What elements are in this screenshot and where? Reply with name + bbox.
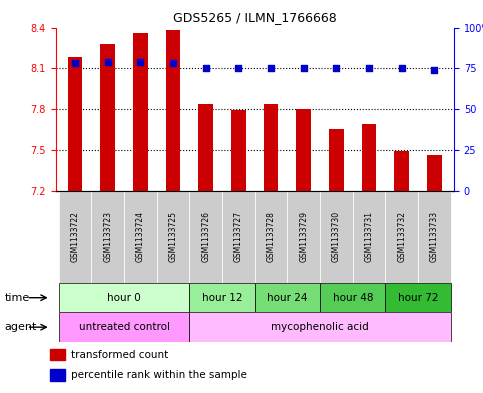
Bar xyxy=(222,191,255,283)
Text: hour 24: hour 24 xyxy=(267,293,308,303)
Bar xyxy=(68,57,83,191)
Bar xyxy=(427,155,442,191)
Point xyxy=(398,65,406,72)
Title: GDS5265 / ILMN_1766668: GDS5265 / ILMN_1766668 xyxy=(173,11,337,24)
Bar xyxy=(320,191,353,283)
Text: GSM1133732: GSM1133732 xyxy=(397,211,406,262)
Point xyxy=(267,65,275,72)
Text: GSM1133728: GSM1133728 xyxy=(267,211,276,262)
Text: agent: agent xyxy=(5,322,37,332)
Bar xyxy=(255,191,287,283)
Bar xyxy=(395,151,409,191)
Bar xyxy=(385,283,451,312)
Bar xyxy=(133,33,148,191)
Bar xyxy=(385,191,418,283)
Text: GSM1133724: GSM1133724 xyxy=(136,211,145,262)
Point xyxy=(202,65,210,72)
Bar xyxy=(264,104,279,191)
Bar xyxy=(157,191,189,283)
Bar xyxy=(297,109,311,191)
Text: time: time xyxy=(5,293,30,303)
Bar xyxy=(189,191,222,283)
Text: transformed count: transformed count xyxy=(71,350,168,360)
Text: GSM1133733: GSM1133733 xyxy=(430,211,439,263)
Bar xyxy=(418,191,451,283)
Text: GSM1133723: GSM1133723 xyxy=(103,211,113,262)
Bar xyxy=(59,191,91,283)
Text: GSM1133730: GSM1133730 xyxy=(332,211,341,263)
Bar xyxy=(91,191,124,283)
Bar xyxy=(50,369,65,381)
Bar xyxy=(189,312,451,342)
Point xyxy=(137,59,144,65)
Bar xyxy=(100,44,115,191)
Point xyxy=(365,65,373,72)
Text: hour 72: hour 72 xyxy=(398,293,439,303)
Text: GSM1133729: GSM1133729 xyxy=(299,211,308,262)
Text: GSM1133722: GSM1133722 xyxy=(71,211,80,262)
Bar xyxy=(50,349,65,360)
Bar xyxy=(189,283,255,312)
Bar xyxy=(124,191,157,283)
Text: hour 12: hour 12 xyxy=(202,293,242,303)
Bar xyxy=(166,30,181,191)
Text: GSM1133727: GSM1133727 xyxy=(234,211,243,262)
Bar xyxy=(287,191,320,283)
Text: untreated control: untreated control xyxy=(79,322,170,332)
Text: percentile rank within the sample: percentile rank within the sample xyxy=(71,370,247,380)
Bar xyxy=(320,283,385,312)
Point xyxy=(430,67,438,73)
Bar xyxy=(199,104,213,191)
Bar xyxy=(231,110,246,191)
Point xyxy=(333,65,341,72)
Text: hour 48: hour 48 xyxy=(332,293,373,303)
Bar xyxy=(329,129,344,191)
Point xyxy=(104,59,112,65)
Bar xyxy=(59,312,189,342)
Point xyxy=(300,65,308,72)
Bar xyxy=(59,283,189,312)
Text: GSM1133731: GSM1133731 xyxy=(365,211,373,262)
Bar xyxy=(255,283,320,312)
Point xyxy=(71,60,79,66)
Text: hour 0: hour 0 xyxy=(107,293,141,303)
Bar xyxy=(353,191,385,283)
Point xyxy=(235,65,242,72)
Point xyxy=(169,60,177,66)
Bar xyxy=(362,124,376,191)
Text: GSM1133725: GSM1133725 xyxy=(169,211,178,262)
Text: mycophenolic acid: mycophenolic acid xyxy=(271,322,369,332)
Text: GSM1133726: GSM1133726 xyxy=(201,211,210,262)
